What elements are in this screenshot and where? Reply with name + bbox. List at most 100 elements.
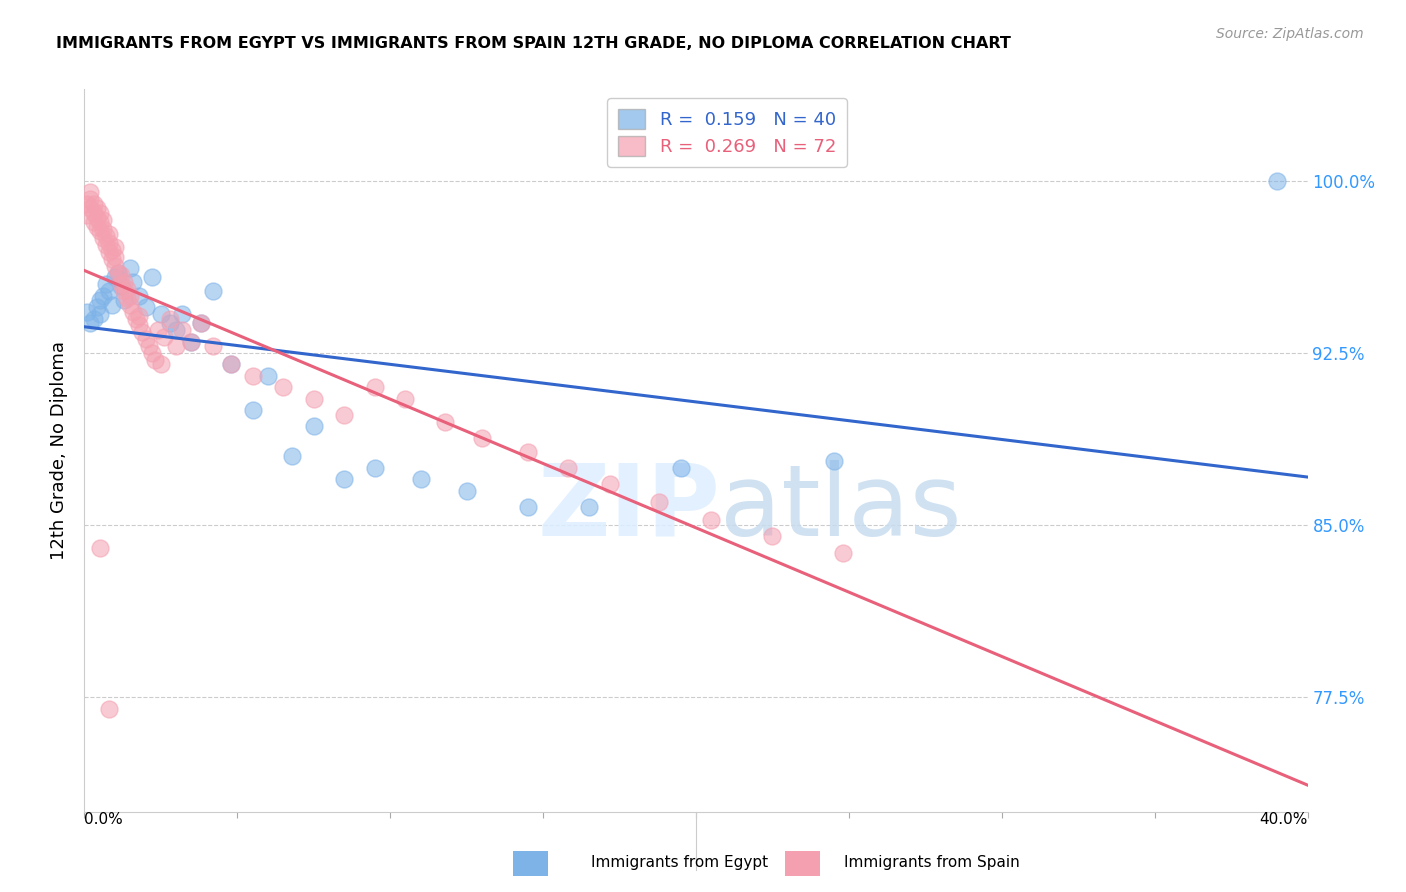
Point xyxy=(110,279,132,293)
Point xyxy=(149,307,172,321)
Point xyxy=(456,483,478,498)
Text: Immigrants from Spain: Immigrants from Spain xyxy=(844,855,1019,870)
Point xyxy=(831,545,853,559)
Point xyxy=(135,300,157,314)
Point xyxy=(94,229,117,244)
Point xyxy=(97,227,120,241)
Point xyxy=(409,472,432,486)
Point xyxy=(101,243,124,257)
Point xyxy=(83,215,105,229)
Point xyxy=(76,208,98,222)
Point xyxy=(135,332,157,346)
Legend: R =  0.159   N = 40, R =  0.269   N = 72: R = 0.159 N = 40, R = 0.269 N = 72 xyxy=(607,98,846,167)
Point xyxy=(97,235,120,250)
Point xyxy=(112,284,135,298)
Point xyxy=(394,392,416,406)
Point xyxy=(153,330,176,344)
Point xyxy=(302,419,325,434)
Point xyxy=(131,326,153,340)
Point xyxy=(110,268,132,282)
Point xyxy=(823,454,845,468)
Point xyxy=(257,368,280,383)
Point xyxy=(83,197,105,211)
Point xyxy=(104,250,127,264)
Point xyxy=(110,277,132,292)
Point xyxy=(165,323,187,337)
Point xyxy=(141,346,163,360)
Point xyxy=(94,238,117,252)
Point xyxy=(91,288,114,302)
Point xyxy=(86,211,108,225)
Point xyxy=(89,224,111,238)
Point xyxy=(79,192,101,206)
Point xyxy=(333,408,356,422)
Point xyxy=(516,500,538,514)
Point xyxy=(86,300,108,314)
Point xyxy=(79,202,101,216)
Point xyxy=(89,307,111,321)
Point xyxy=(700,513,723,527)
Point xyxy=(122,304,145,318)
Point xyxy=(669,460,692,475)
Point xyxy=(271,380,294,394)
Point xyxy=(159,311,181,326)
Point xyxy=(112,293,135,308)
Point xyxy=(165,339,187,353)
Point xyxy=(104,259,127,273)
Point xyxy=(76,304,98,318)
Point xyxy=(125,311,148,326)
Point xyxy=(434,415,457,429)
Y-axis label: 12th Grade, No Diploma: 12th Grade, No Diploma xyxy=(49,341,67,560)
Point xyxy=(180,334,202,349)
Point xyxy=(578,500,600,514)
Point xyxy=(172,323,194,337)
Point xyxy=(89,206,111,220)
Point xyxy=(219,358,242,372)
Point xyxy=(120,261,142,276)
Text: 0.0%: 0.0% xyxy=(84,812,124,827)
Point xyxy=(761,529,783,543)
Point xyxy=(471,431,494,445)
Point xyxy=(146,323,169,337)
Point xyxy=(120,288,142,302)
Point xyxy=(141,270,163,285)
Point xyxy=(180,334,202,349)
Point xyxy=(143,352,166,367)
Point xyxy=(599,476,621,491)
Text: Source: ZipAtlas.com: Source: ZipAtlas.com xyxy=(1216,27,1364,41)
Point xyxy=(97,284,120,298)
Point xyxy=(201,339,224,353)
Point xyxy=(120,298,142,312)
Point xyxy=(302,392,325,406)
Point xyxy=(190,316,212,330)
Text: 40.0%: 40.0% xyxy=(1260,812,1308,827)
Point xyxy=(79,186,101,200)
Point xyxy=(128,288,150,302)
Point xyxy=(115,282,138,296)
Point xyxy=(104,270,127,285)
Point xyxy=(83,206,105,220)
Point xyxy=(107,266,129,280)
Point xyxy=(516,444,538,458)
Point xyxy=(648,495,671,509)
Point xyxy=(115,291,138,305)
Point xyxy=(138,339,160,353)
Point xyxy=(107,266,129,280)
Point xyxy=(104,240,127,254)
Point xyxy=(97,245,120,260)
Point xyxy=(94,277,117,292)
Point xyxy=(97,701,120,715)
Point xyxy=(86,202,108,216)
Point xyxy=(91,222,114,236)
Text: ZIP: ZIP xyxy=(537,459,720,557)
Point xyxy=(1265,174,1288,188)
Point xyxy=(128,310,150,324)
Text: atlas: atlas xyxy=(720,459,962,557)
Text: Immigrants from Egypt: Immigrants from Egypt xyxy=(591,855,768,870)
Point xyxy=(201,284,224,298)
Point xyxy=(79,316,101,330)
Point xyxy=(112,275,135,289)
Point xyxy=(364,380,387,394)
Point xyxy=(172,307,194,321)
Point xyxy=(91,213,114,227)
